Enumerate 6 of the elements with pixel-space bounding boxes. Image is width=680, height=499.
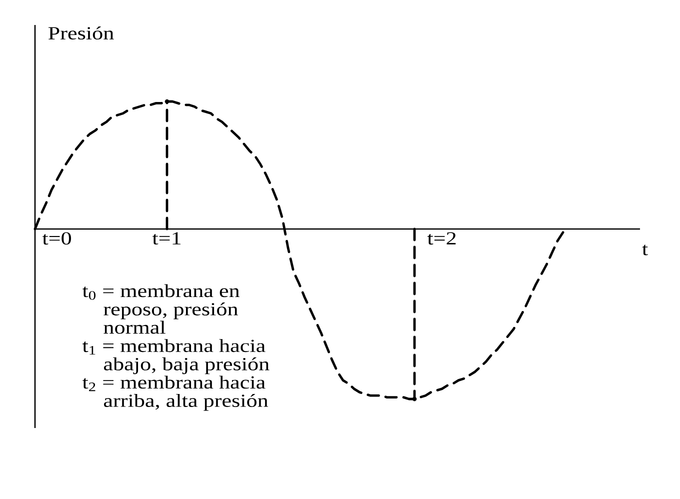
x-tick-label: t=0	[42, 232, 72, 245]
y-axis-title: Presión	[48, 26, 114, 40]
annotation: t$_{2}$ = membrana hacia arriba, alta presión	[82, 376, 268, 411]
x-tick-label: t=2	[427, 232, 456, 245]
x-tick-label: t=1	[152, 232, 181, 245]
x-axis-title: t	[642, 244, 648, 256]
